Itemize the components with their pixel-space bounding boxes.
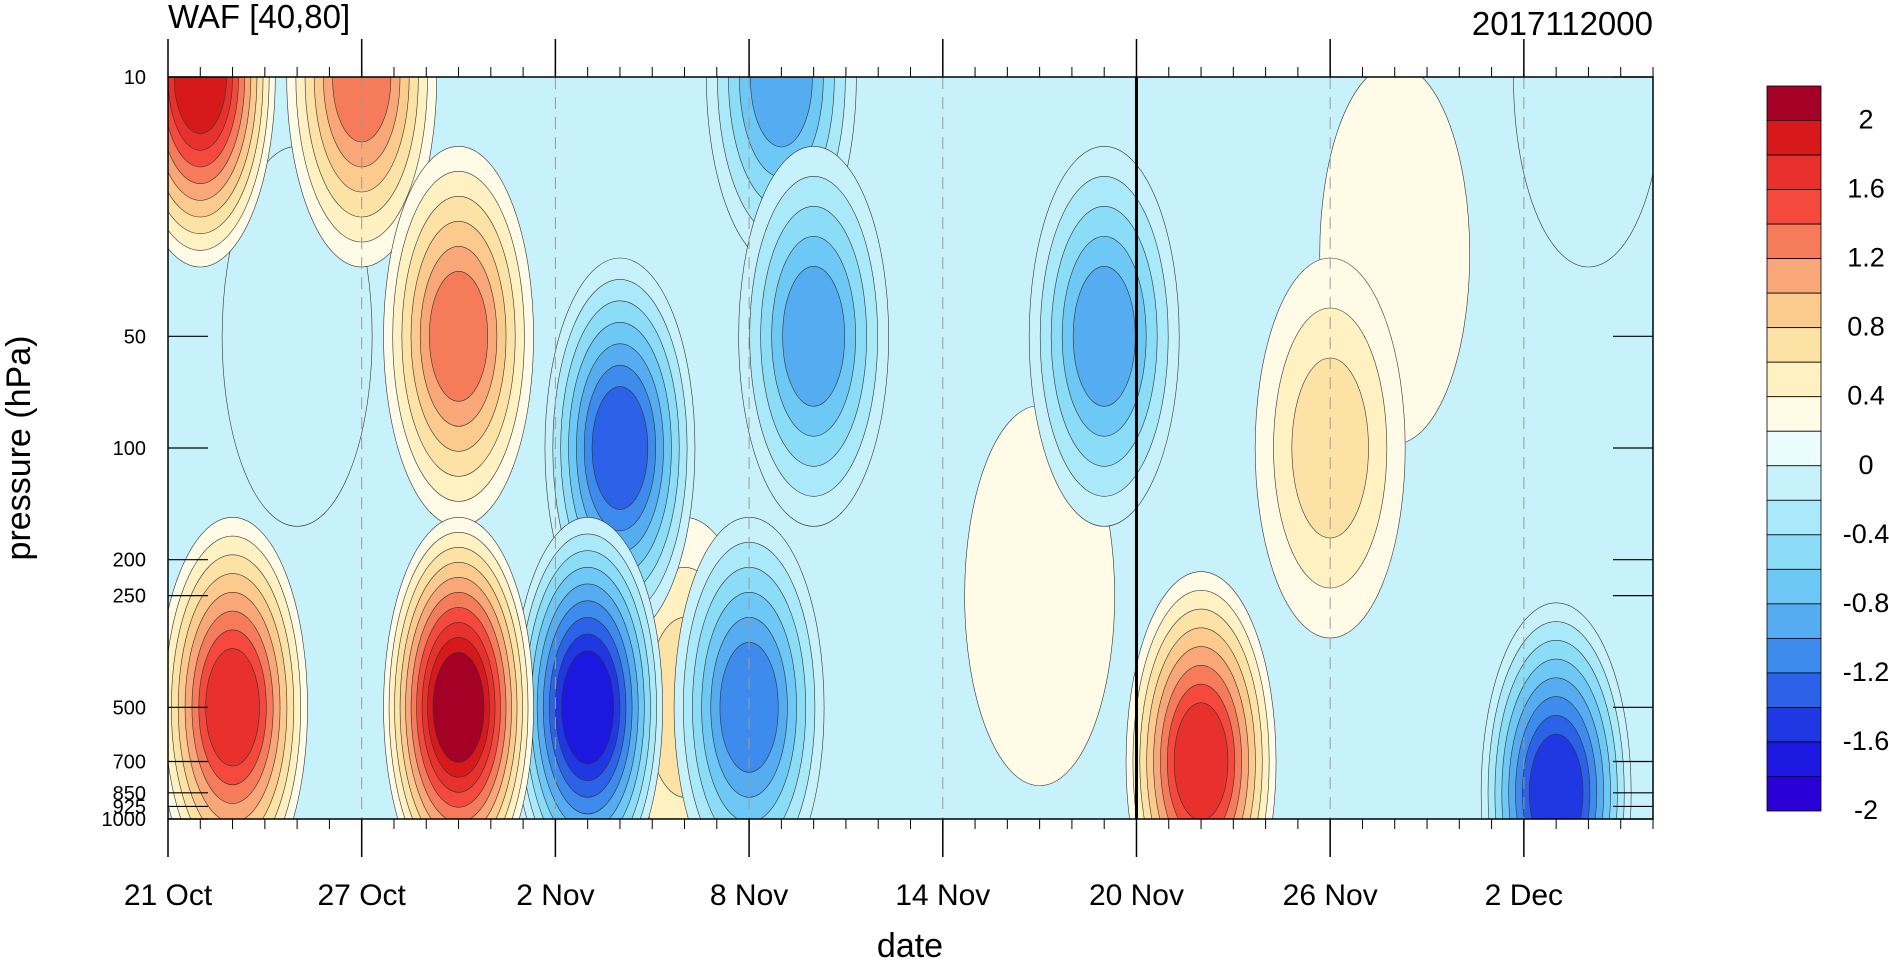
y-tick-label: 500 [113, 697, 146, 719]
colorbar-swatch [1766, 568, 1822, 605]
y-tick-label: 925 [113, 796, 146, 818]
contour-band [750, 77, 813, 148]
field-feature [512, 517, 663, 819]
x-axis-label: date [877, 927, 943, 962]
contour-band [1513, 77, 1653, 268]
field-feature [383, 517, 534, 819]
field-feature [1480, 602, 1632, 819]
x-tick-label: 14 Nov [895, 879, 990, 912]
field-feature [1125, 571, 1277, 819]
colorbar-swatch [1766, 776, 1822, 812]
colorbar-swatch [1766, 327, 1822, 363]
colorbar-swatch [1766, 637, 1822, 674]
colorbar-swatch [1766, 396, 1822, 432]
y-tick-label: 850 [113, 783, 146, 805]
title-right: 2017112000 [1472, 5, 1653, 42]
field-feature [383, 146, 534, 527]
x-tick-label: 2 Dec [1485, 879, 1563, 912]
contour-band [173, 77, 227, 134]
field-feature [1028, 146, 1180, 527]
colorbar-label: 1.6 [1847, 174, 1885, 204]
contour-band [205, 648, 260, 767]
colorbar-swatch [1766, 707, 1822, 743]
contour-band [1072, 266, 1136, 407]
y-tick-label: 100 [113, 438, 146, 460]
colorbar-label: 1.2 [1847, 243, 1885, 273]
colorbar-swatch [1766, 258, 1822, 294]
colorbar-label: -0.4 [1843, 519, 1889, 549]
colorbar-label: 0.8 [1847, 312, 1885, 342]
contour-band [432, 652, 485, 763]
colorbar-swatch [1766, 534, 1822, 570]
colorbar-swatch [1766, 292, 1822, 329]
colorbar-swatch [1766, 154, 1822, 190]
colorbar-swatch [1766, 499, 1822, 536]
contour-field [168, 77, 1653, 819]
y-tick-label: 200 [113, 550, 146, 572]
colorbar-swatch [1766, 741, 1822, 777]
contour-band [782, 266, 845, 407]
colorbar-swatch [1766, 189, 1822, 225]
title-left: WAF [40,80] [168, 0, 350, 35]
y-tick-label: 250 [113, 586, 146, 608]
colorbar-label: 0.4 [1847, 381, 1885, 411]
x-tick-label: 26 Nov [1283, 879, 1378, 912]
field-feature [738, 146, 889, 527]
colorbar-swatch [1766, 430, 1822, 467]
contour-band [1528, 733, 1584, 819]
colorbar: 2 1.6 1.2 0.8 0.4 0 -0.4 -0.8 -1.2 -1.6 -2 [1766, 85, 1889, 825]
x-tick-label: 20 Nov [1089, 879, 1184, 912]
y-tick-label: 50 [124, 326, 146, 348]
colorbar-swatch [1766, 361, 1822, 398]
contour-band [1173, 702, 1229, 819]
y-tick-label: 10 [124, 67, 146, 89]
colorbar-swatch [1766, 120, 1822, 156]
colorbar-label: 0 [1858, 450, 1873, 480]
x-tick-label: 8 Nov [710, 879, 788, 912]
colorbar-swatch [1766, 85, 1822, 121]
colorbar-swatch [1766, 465, 1822, 501]
contour-band [591, 386, 649, 510]
field-feature [168, 77, 276, 268]
contour-band [561, 650, 615, 765]
x-tick-label: 21 Oct [124, 879, 213, 912]
y-tick-label: 700 [113, 752, 146, 774]
colorbar-swatch [1766, 603, 1822, 639]
y-axis-label: pressure (hPa) [0, 336, 38, 561]
field-feature [168, 517, 308, 819]
colorbar-label: 2 [1858, 105, 1873, 135]
field-feature [1513, 77, 1653, 268]
colorbar-label: -2 [1854, 795, 1878, 825]
x-tick-label: 27 Oct [318, 879, 407, 912]
colorbar-swatch [1766, 223, 1822, 260]
contour-band [429, 271, 489, 402]
colorbar-label: -1.6 [1843, 726, 1889, 756]
colorbar-swatch [1766, 672, 1822, 708]
y-tick-label: 1000 [102, 809, 147, 831]
colorbar-label: -0.8 [1843, 588, 1889, 618]
x-tick-label: 2 Nov [516, 879, 594, 912]
colorbar-label: -1.2 [1843, 657, 1889, 687]
x-axis-ticks: 21 Oct 27 Oct 2 Nov 8 Nov 14 Nov 20 Nov 26 Nov… [124, 39, 1654, 912]
